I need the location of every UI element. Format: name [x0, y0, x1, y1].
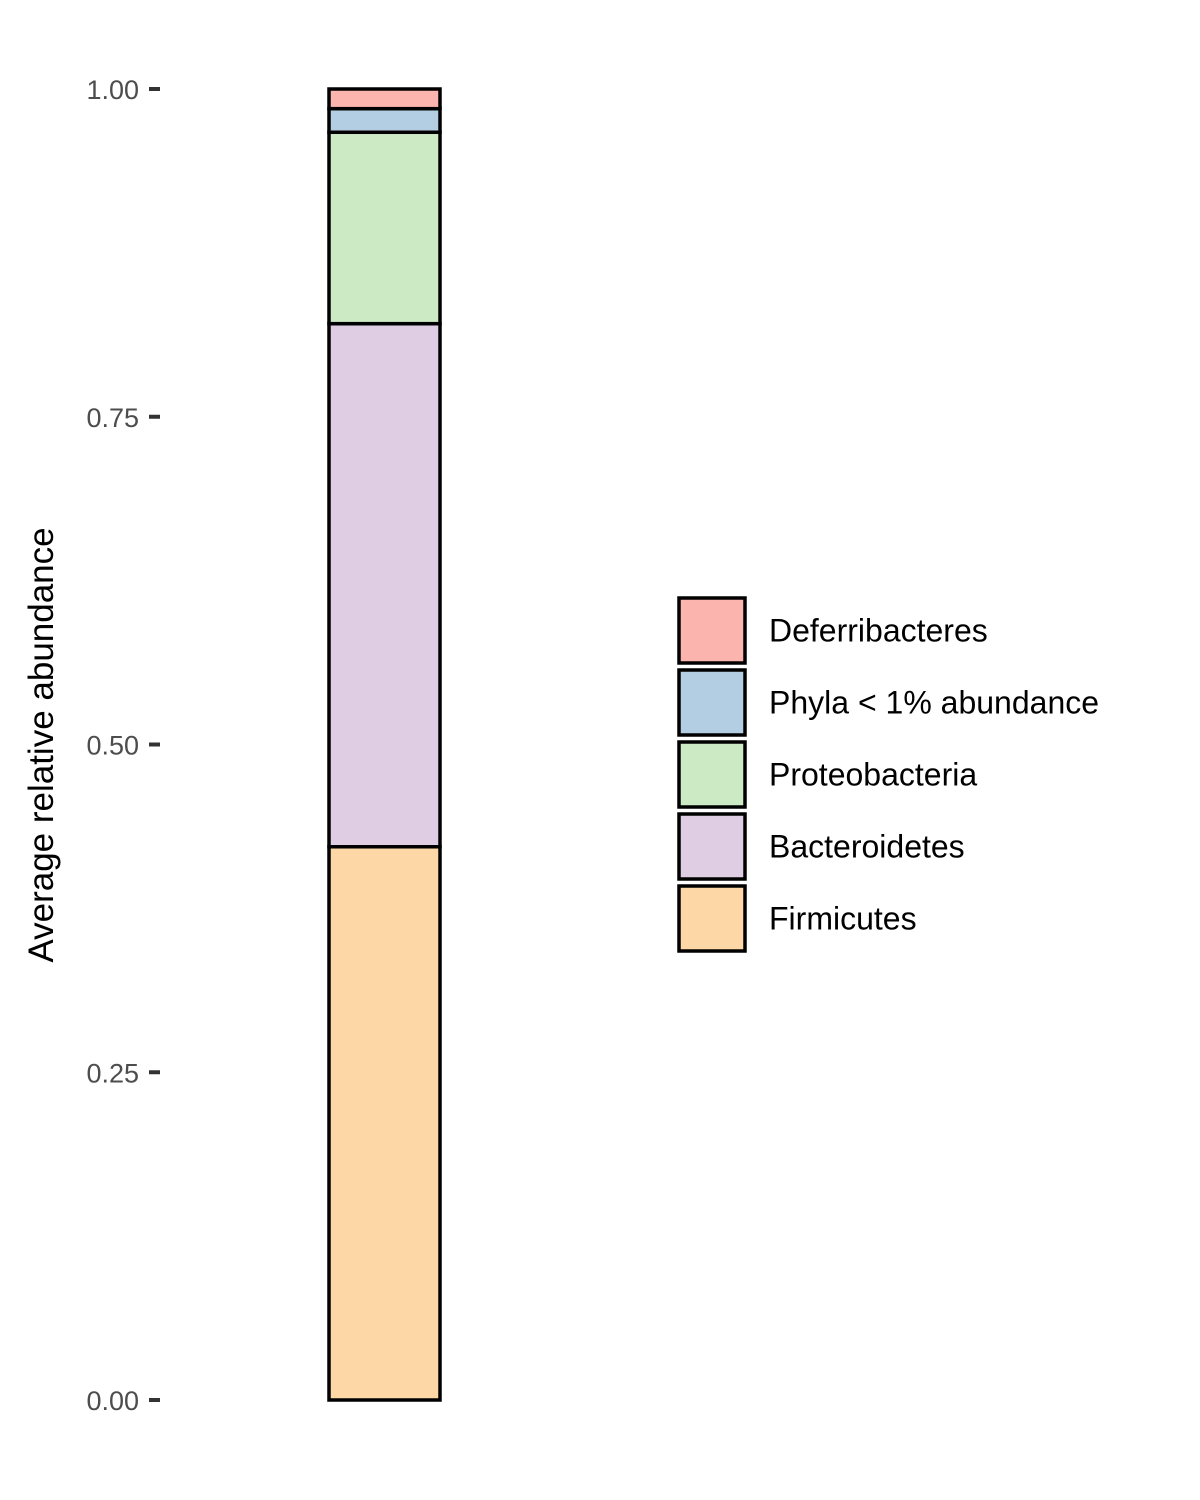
legend-key: [677, 884, 747, 953]
legend-key: [677, 812, 747, 881]
legend-label: Firmicutes: [769, 901, 917, 937]
y-tick-label: 0.25: [86, 1058, 139, 1088]
y-tick-label: 0.50: [86, 731, 139, 761]
bar-stack: [327, 87, 442, 1402]
bar-segment-firmicutes: [327, 845, 442, 1402]
y-axis-title: Average relative abundance: [22, 527, 61, 962]
legend-label: Phyla < 1% abundance: [769, 685, 1099, 721]
y-tick-label: 0.00: [86, 1386, 139, 1416]
legend: Deferribacteres Phyla < 1% abundance Prote…: [677, 596, 1099, 953]
legend-label: Deferribacteres: [769, 613, 988, 649]
bar-segment-bacteroidetes: [327, 321, 442, 849]
y-tick-label: 0.75: [86, 403, 139, 433]
bar-segment-deferribacteres: [327, 87, 442, 111]
bar-segment-phyla-1-abundance: [327, 106, 442, 135]
y-tick-label: 1.00: [86, 75, 139, 105]
legend-key: [677, 740, 747, 809]
bar-segment-proteobacteria: [327, 130, 442, 326]
legend-label: Proteobacteria: [769, 757, 977, 793]
legend-label: Bacteroidetes: [769, 829, 965, 865]
y-axis: 0.00 0.25 0.50 0.75 1.00: [86, 75, 160, 1416]
legend-key: [677, 668, 747, 737]
legend-key: [677, 596, 747, 665]
